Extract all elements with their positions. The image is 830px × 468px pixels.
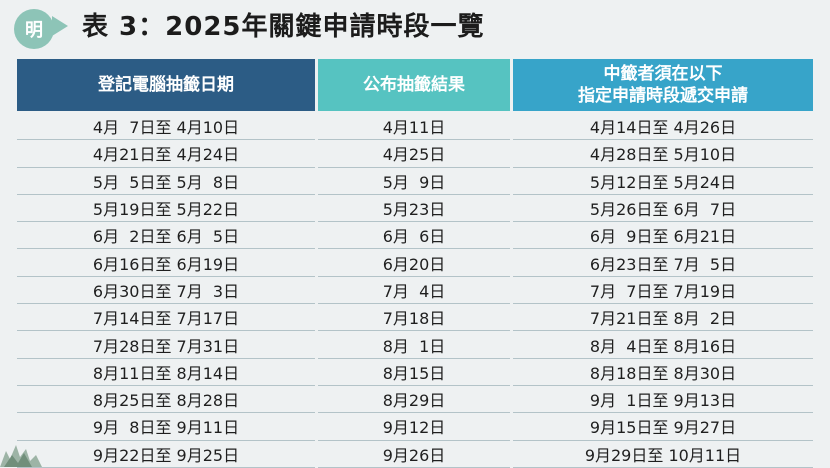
cell-application-period: 7月 7日至 7月19日	[513, 277, 813, 305]
cell-registration-dates: 5月19日至 5月22日	[17, 195, 315, 223]
cell-registration-dates: 6月 2日至 6月 5日	[17, 222, 315, 250]
cell-results-date: 8月29日	[318, 386, 510, 414]
cell-application-period: 6月 9日至 6月21日	[513, 222, 813, 250]
cell-results-date: 5月 9日	[318, 168, 510, 195]
cell-application-period: 9月29日至 10月11日	[513, 441, 813, 468]
table-row: 4月 7日至 4月10日 4月11日 4月14日至 4月26日	[17, 111, 813, 141]
cell-application-period: 9月15日至 9月27日	[513, 413, 813, 441]
cell-registration-dates: 5月 5日至 5月 8日	[17, 168, 315, 195]
cell-results-date: 7月 4日	[318, 277, 510, 305]
cell-application-period: 5月12日至 5月24日	[513, 168, 813, 195]
header-results-announcement: 公布抽籤結果	[318, 59, 510, 111]
table-header-row: 登記電腦抽籤日期 公布抽籤結果 中籤者須在以下 指定申請時段遞交申請	[17, 59, 813, 111]
schedule-table: 登記電腦抽籤日期 公布抽籤結果 中籤者須在以下 指定申請時段遞交申請 4月 7日至…	[14, 59, 816, 468]
cell-results-date: 6月 6日	[318, 222, 510, 250]
cell-registration-dates: 4月21日至 4月24日	[17, 140, 315, 168]
table-row: 9月 8日至 9月11日 9月12日 9月15日至 9月27日	[17, 413, 813, 441]
cell-application-period: 4月14日至 4月26日	[513, 111, 813, 141]
table-row: 6月 2日至 6月 5日 6月 6日 6月 9日至 6月21日	[17, 222, 813, 250]
cell-results-date: 8月15日	[318, 359, 510, 386]
cell-results-date: 7月18日	[318, 304, 510, 332]
cell-application-period: 9月 1日至 9月13日	[513, 386, 813, 414]
cell-registration-dates: 8月25日至 8月28日	[17, 386, 315, 414]
cell-results-date: 5月23日	[318, 195, 510, 223]
table-row: 9月22日至 9月25日 9月26日 9月29日至 10月11日	[17, 441, 813, 468]
table-row: 5月 5日至 5月 8日 5月 9日 5月12日至 5月24日	[17, 168, 813, 195]
cell-registration-dates: 7月14日至 7月17日	[17, 304, 315, 332]
cell-application-period: 7月21日至 8月 2日	[513, 304, 813, 332]
cell-registration-dates: 4月 7日至 4月10日	[17, 111, 315, 141]
decorative-plant	[0, 445, 42, 467]
cell-registration-dates: 6月30日至 7月 3日	[17, 277, 315, 305]
cell-registration-dates: 6月16日至 6月19日	[17, 249, 315, 277]
cell-registration-dates: 9月 8日至 9月11日	[17, 413, 315, 441]
cell-results-date: 9月26日	[318, 441, 510, 468]
cell-registration-dates: 9月22日至 9月25日	[17, 441, 315, 468]
logo-badge: 明	[14, 9, 54, 49]
header-application-period: 中籤者須在以下 指定申請時段遞交申請	[513, 59, 813, 111]
cell-results-date: 4月25日	[318, 140, 510, 168]
cell-results-date: 8月 1日	[318, 331, 510, 359]
header-registration-dates: 登記電腦抽籤日期	[17, 59, 315, 111]
page-title: 表 3：2025年關鍵申請時段一覽	[82, 12, 485, 42]
table-row: 4月21日至 4月24日 4月25日 4月28日至 5月10日	[17, 140, 813, 168]
table-row: 6月30日至 7月 3日 7月 4日 7月 7日至 7月19日	[17, 277, 813, 305]
logo-char: 明	[25, 20, 43, 41]
cell-registration-dates: 8月11日至 8月14日	[17, 359, 315, 386]
cell-application-period: 6月23日至 7月 5日	[513, 249, 813, 277]
cell-application-period: 8月 4日至 8月16日	[513, 331, 813, 359]
cell-results-date: 4月11日	[318, 111, 510, 141]
table-row: 7月28日至 7月31日 8月 1日 8月 4日至 8月16日	[17, 331, 813, 359]
cell-application-period: 4月28日至 5月10日	[513, 140, 813, 168]
cell-results-date: 9月12日	[318, 413, 510, 441]
cell-application-period: 5月26日至 6月 7日	[513, 195, 813, 223]
table-row: 8月25日至 8月28日 8月29日 9月 1日至 9月13日	[17, 386, 813, 414]
table-row: 8月11日至 8月14日 8月15日 8月18日至 8月30日	[17, 359, 813, 386]
table-row: 7月14日至 7月17日 7月18日 7月21日至 8月 2日	[17, 304, 813, 332]
table-row: 5月19日至 5月22日 5月23日 5月26日至 6月 7日	[17, 195, 813, 223]
cell-registration-dates: 7月28日至 7月31日	[17, 331, 315, 359]
logo-tail	[52, 16, 68, 36]
cell-application-period: 8月18日至 8月30日	[513, 359, 813, 386]
cell-results-date: 6月20日	[318, 249, 510, 277]
table-row: 6月16日至 6月19日 6月20日 6月23日至 7月 5日	[17, 249, 813, 277]
